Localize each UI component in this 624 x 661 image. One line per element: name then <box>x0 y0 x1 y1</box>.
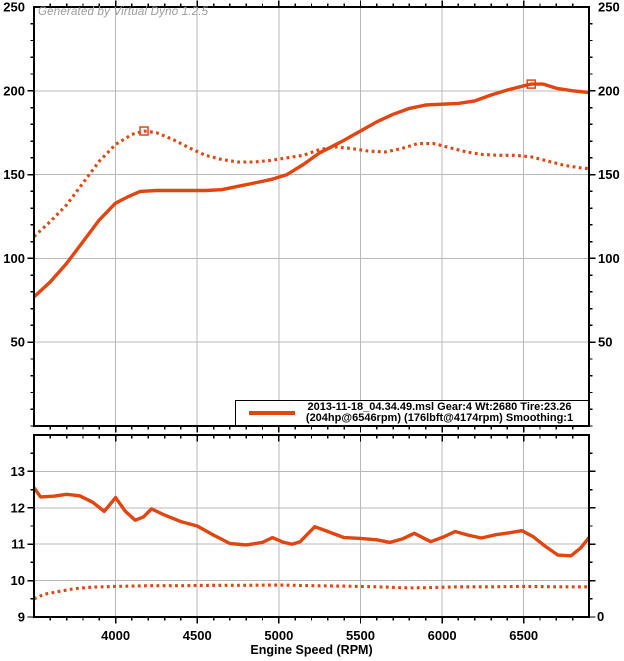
y-axis-tick-label: 250 <box>598 0 620 15</box>
y-axis-tick-label: 250 <box>3 0 25 15</box>
plot-border <box>33 434 590 618</box>
x-axis-tick-label: 6000 <box>428 628 457 643</box>
x-axis-tick-label: 6500 <box>509 628 538 643</box>
x-axis-tick-label: 4500 <box>183 628 212 643</box>
legend-line-1: 2013-11-18_04.34.49.msl Gear:4 Wt:2680 T… <box>307 400 572 413</box>
torque-peak-marker <box>139 126 149 136</box>
right-axis-zero-label: 0 <box>597 609 604 624</box>
horsepower-peak-marker <box>526 79 536 89</box>
x-axis-title: Engine Speed (RPM) <box>250 643 373 657</box>
x-axis-tick-label: 4000 <box>101 628 130 643</box>
legend: 2013-11-18_04.34.49.msl Gear:4 Wt:2680 T… <box>235 400 589 426</box>
legend-text: 2013-11-18_04.34.49.msl Gear:4 Wt:2680 T… <box>295 400 588 425</box>
y-axis-tick-label: 100 <box>598 251 620 266</box>
horsepower-curve <box>32 82 590 299</box>
power-torque-chart: 50 50 100 100 150 150 200 200 250 250 <box>3 0 620 433</box>
y-axis-tick-label: 12 <box>11 500 25 515</box>
legend-line-2: (204hp@6546rpm) (176lbft@4174rpm) Smooth… <box>305 412 574 424</box>
y-axis-tick-label: 50 <box>11 335 25 350</box>
y-axis-tick-label: 150 <box>3 167 25 182</box>
torque-curve <box>32 129 590 238</box>
plot-border <box>33 6 590 427</box>
aux-chart: 9 10 11 12 13 0 4000 4500 5000 5500 6000 6500 <box>11 434 604 643</box>
y-axis-tick-label: 13 <box>11 464 25 479</box>
y-axis-tick-label: 200 <box>598 83 620 98</box>
y-axis-tick-label: 100 <box>3 251 25 266</box>
y-axis-tick-label: 9 <box>18 610 25 625</box>
legend-line-swatch <box>249 410 295 416</box>
watermark: Generated by Virtual Dyno 1.2.5 <box>38 6 209 18</box>
y-axis-tick-label: 200 <box>3 83 25 98</box>
bottom-solid-curve <box>32 486 591 558</box>
y-axis-tick-label: 150 <box>598 167 620 182</box>
y-axis-tick-label: 50 <box>598 335 612 350</box>
y-axis-tick-label: 11 <box>11 537 25 552</box>
x-axis-tick-label: 5500 <box>346 628 375 643</box>
y-axis-tick-label: 10 <box>11 573 25 588</box>
bottom-dotted-curve <box>33 583 589 601</box>
x-axis-tick-label: 5000 <box>264 628 293 643</box>
